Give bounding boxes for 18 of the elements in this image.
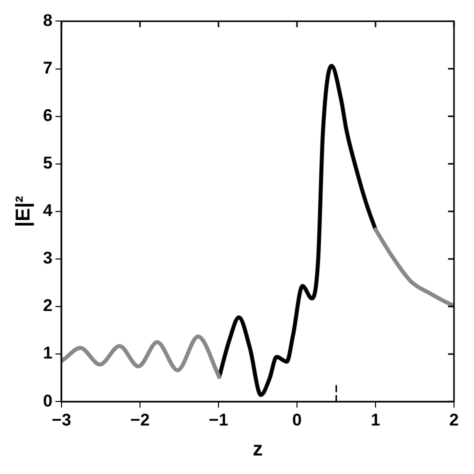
y-tick-label: 2: [42, 296, 52, 316]
y-tick-label: 8: [42, 10, 52, 30]
y-axis-title: |E|²: [12, 195, 35, 227]
x-tick-label: −1: [208, 410, 228, 430]
y-tick-label: 0: [42, 391, 52, 410]
x-tick-label: 0: [292, 410, 302, 430]
y-tick-label: 4: [42, 201, 53, 220]
x-tick-label: 2: [449, 410, 459, 430]
y-tick-label: 7: [42, 58, 52, 78]
x-tick-label: −2: [130, 410, 150, 430]
x-tick-label: 1: [370, 410, 380, 430]
x-axis-title: z: [252, 438, 263, 461]
y-tick-label: 5: [42, 154, 52, 173]
x-tick-label: −3: [52, 410, 72, 430]
y-tick-label: 6: [42, 106, 52, 125]
y-tick-label: 1: [42, 344, 52, 363]
line-series: [217, 64, 378, 397]
y-tick-label: 3: [42, 248, 52, 268]
